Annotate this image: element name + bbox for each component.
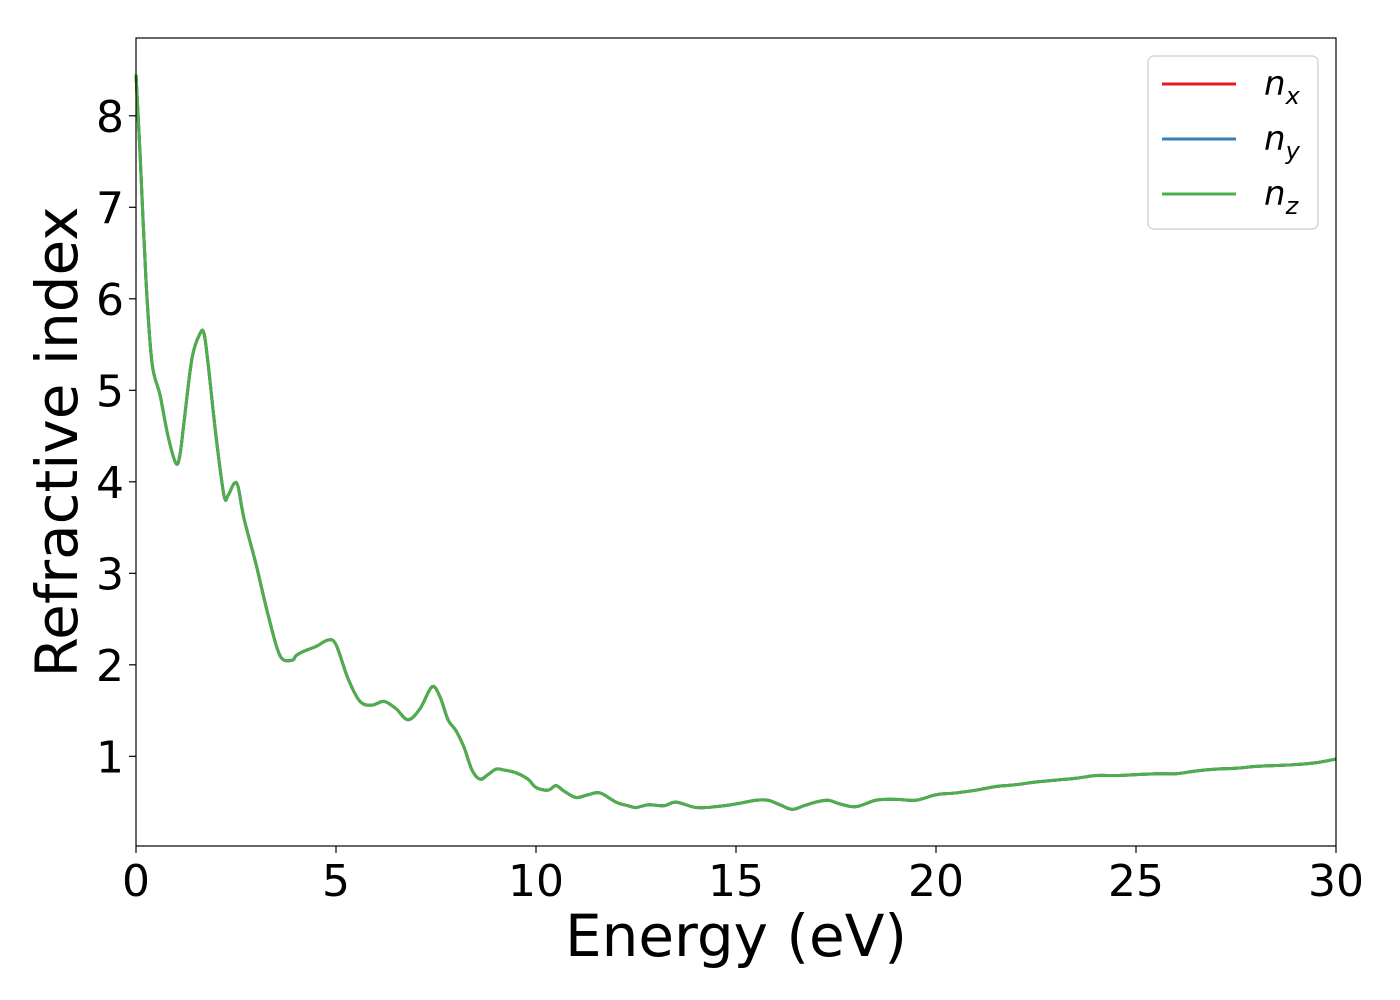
x-tick-label: 30 [1308,856,1364,907]
y-tick-label: 7 [96,183,124,234]
x-axis: 0 5 10 15 20 25 30 [122,846,1364,907]
y-tick-label: 8 [96,92,124,143]
legend-label-y: ny [1264,119,1301,165]
legend-label-x: nx [1264,64,1301,110]
x-tick-label: 15 [708,856,764,907]
x-tick-label: 0 [122,856,150,907]
y-axis: 1 2 3 4 5 6 7 8 [96,92,136,783]
x-tick-label: 5 [322,856,350,907]
legend: nx ny nz [1147,55,1319,230]
x-axis-label: Energy (eV) [565,902,907,970]
y-axis-label: Refractive index [23,206,91,677]
legend-box [1147,55,1319,230]
x-tick-label: 20 [908,856,964,907]
x-tick-label: 25 [1108,856,1164,907]
legend-label-z: nz [1264,174,1300,220]
x-tick-label: 10 [508,856,564,907]
series-layer [134,74,1337,811]
series-line-z [134,74,1337,811]
y-tick-label: 2 [96,641,124,692]
y-tick-label: 4 [96,458,124,509]
y-tick-label: 5 [96,366,124,417]
y-tick-label: 3 [96,549,124,600]
y-tick-label: 1 [96,732,124,783]
y-tick-label: 6 [96,275,124,326]
